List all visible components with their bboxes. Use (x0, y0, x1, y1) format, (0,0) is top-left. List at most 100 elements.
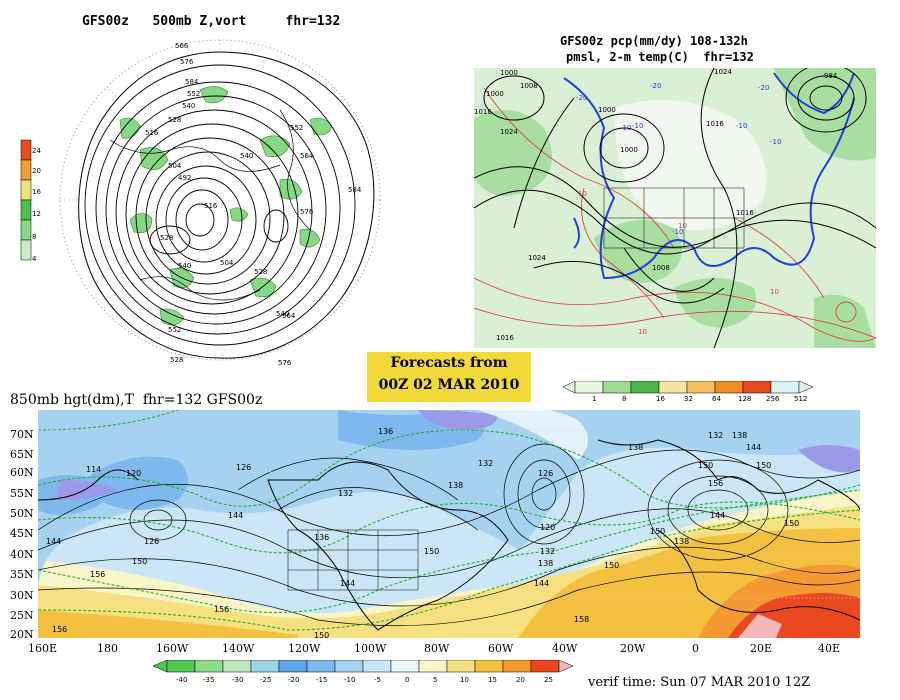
svg-text:528: 528 (168, 116, 181, 124)
lat-label: 20N (10, 628, 34, 641)
svg-text:144: 144 (46, 537, 61, 546)
temp-cb-label: -15 (316, 676, 328, 684)
svg-text:114: 114 (86, 465, 101, 474)
svg-text:158: 158 (574, 615, 589, 624)
svg-text:150: 150 (604, 561, 619, 570)
lon-label: 60W (488, 642, 514, 655)
lon-label: 100W (354, 642, 387, 655)
vort-colorbar (18, 132, 34, 264)
svg-text:540: 540 (240, 152, 253, 160)
temp-cb-label: 15 (488, 676, 497, 684)
svg-text:10: 10 (638, 328, 647, 336)
svg-text:138: 138 (732, 431, 747, 440)
svg-text:132: 132 (478, 459, 493, 468)
qpf-colorbar (563, 381, 814, 394)
vort-cb-label: 24 (32, 147, 41, 155)
lon-label: 20W (620, 642, 646, 655)
qpf-cb-label: 256 (766, 395, 780, 403)
qpf-cb-label: 32 (684, 395, 693, 403)
lon-label: 120W (288, 642, 321, 655)
svg-text:156: 156 (214, 605, 229, 614)
qpf-cb-label: 1 (592, 395, 597, 403)
svg-text:528: 528 (254, 268, 267, 276)
svg-text:576: 576 (180, 58, 194, 66)
svg-text:540: 540 (178, 262, 191, 270)
vort-cb-label: 12 (32, 210, 41, 218)
svg-text:150: 150 (424, 547, 439, 556)
svg-text:150: 150 (756, 461, 771, 470)
svg-text:564: 564 (300, 152, 314, 160)
svg-text:156: 156 (52, 625, 67, 634)
svg-text:10: 10 (770, 288, 779, 296)
lon-label: 80W (424, 642, 450, 655)
svg-text:-10: -10 (672, 228, 683, 236)
svg-text:150: 150 (132, 557, 147, 566)
svg-text:144: 144 (534, 579, 549, 588)
lat-label: 65N (10, 448, 34, 461)
forecast-init-box: Forecasts from 00Z 02 MAR 2010 (367, 352, 531, 402)
lon-label: 0 (692, 642, 699, 655)
vort-cb-label: 4 (32, 255, 37, 263)
svg-text:1016: 1016 (474, 108, 492, 116)
svg-text:-10: -10 (736, 122, 747, 130)
lat-label: 40N (10, 548, 34, 561)
svg-text:1024: 1024 (500, 128, 518, 136)
svg-text:144: 144 (746, 443, 761, 452)
lat-label: 60N (10, 466, 34, 479)
lat-label: 55N (10, 487, 34, 500)
svg-text:566: 566 (175, 42, 189, 50)
lat-label: 25N (10, 609, 34, 622)
svg-text:120: 120 (126, 469, 141, 478)
svg-text:584: 584 (348, 186, 362, 194)
svg-text:-20: -20 (650, 82, 661, 90)
lat-label: 30N (10, 589, 34, 602)
qpf-cb-label: 128 (738, 395, 752, 403)
lon-label: 140W (222, 642, 255, 655)
svg-text:516: 516 (204, 202, 218, 210)
svg-text:552: 552 (290, 124, 303, 132)
temp-cb-label: -20 (288, 676, 300, 684)
verif-time: verif time: Sun 07 MAR 2010 12Z (588, 675, 811, 690)
temp-cb-label: -5 (374, 676, 381, 684)
temp-cb-label: -40 (176, 676, 188, 684)
svg-text:126: 126 (144, 537, 159, 546)
panel-qpf-title-line2: pmsl, 2-m temp(C) fhr=132 (566, 50, 754, 64)
svg-text:150: 150 (314, 631, 329, 638)
svg-text:138: 138 (448, 481, 463, 490)
svg-text:120: 120 (540, 523, 555, 532)
svg-text:1016: 1016 (496, 334, 514, 342)
temp-cb-label: -25 (260, 676, 272, 684)
svg-text:138: 138 (674, 537, 689, 546)
forecast-init-label: Forecasts from (390, 355, 508, 371)
vort-cb-label: 8 (32, 233, 37, 241)
svg-text:528: 528 (170, 356, 183, 364)
svg-text:1016: 1016 (706, 120, 724, 128)
svg-text:144: 144 (710, 511, 725, 520)
svg-text:-10: -10 (632, 122, 643, 130)
svg-text:584: 584 (185, 78, 199, 86)
svg-text:528: 528 (160, 234, 173, 242)
svg-text:136: 136 (378, 427, 393, 436)
svg-text:132: 132 (540, 547, 555, 556)
lon-label: 160W (156, 642, 189, 655)
lon-label: 40W (552, 642, 578, 655)
lat-label: 35N (10, 568, 34, 581)
svg-text:552: 552 (168, 326, 181, 334)
panel-850mb-title: 850mb hgt(dm),T fhr=132 GFS00z (10, 392, 263, 408)
svg-text:492: 492 (178, 174, 191, 182)
temp-cb-label: 5 (433, 676, 438, 684)
svg-text:564: 564 (282, 312, 296, 320)
svg-text:1000: 1000 (598, 106, 616, 114)
svg-text:138: 138 (538, 559, 553, 568)
svg-text:576: 576 (300, 208, 314, 216)
svg-text:150: 150 (650, 527, 665, 536)
svg-text:138: 138 (628, 443, 643, 452)
svg-text:126: 126 (538, 469, 553, 478)
svg-text:144: 144 (340, 579, 355, 588)
panel-qpf-title-line1: GFS00z pcp(mm/dy) 108-132h (560, 34, 748, 48)
svg-text:144: 144 (228, 511, 243, 520)
temp-cb-label: -10 (344, 676, 356, 684)
svg-text:10: 10 (678, 222, 687, 230)
